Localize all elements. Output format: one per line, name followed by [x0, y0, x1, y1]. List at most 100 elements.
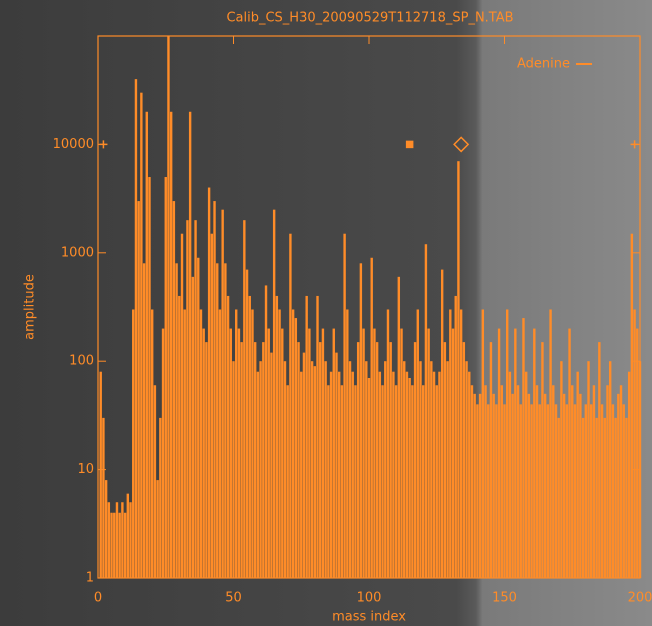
- bar: [314, 366, 316, 578]
- bar: [295, 318, 297, 578]
- bar: [566, 404, 568, 578]
- bar: [259, 361, 261, 578]
- bar: [514, 329, 516, 578]
- y-tick-label: 10000: [53, 137, 94, 152]
- bar: [517, 385, 519, 578]
- bar: [620, 385, 622, 578]
- bar: [232, 361, 234, 578]
- bar: [202, 329, 204, 578]
- x-tick-label: 200: [628, 591, 652, 606]
- bar: [349, 361, 351, 578]
- bar: [143, 263, 145, 578]
- bar: [178, 296, 180, 578]
- bar: [116, 502, 118, 578]
- bar: [352, 372, 354, 578]
- bar: [476, 404, 478, 578]
- bar: [333, 329, 335, 578]
- bar: [159, 418, 161, 578]
- bar: [541, 342, 543, 578]
- bar: [219, 309, 221, 578]
- bar: [601, 404, 603, 578]
- bar: [595, 418, 597, 578]
- bar: [186, 220, 188, 578]
- bar: [303, 353, 305, 578]
- bar: [563, 394, 565, 578]
- legend-label: Adenine: [517, 57, 570, 72]
- bar: [511, 394, 513, 578]
- bar: [357, 342, 359, 578]
- bar: [211, 234, 213, 578]
- bar: [354, 385, 356, 578]
- bar: [200, 309, 202, 578]
- bar: [316, 296, 318, 578]
- bar: [585, 404, 587, 578]
- bar: [539, 404, 541, 578]
- bar: [593, 385, 595, 578]
- bar: [606, 385, 608, 578]
- bar: [175, 263, 177, 578]
- bar: [118, 513, 120, 578]
- bar: [625, 418, 627, 578]
- bar: [636, 329, 638, 578]
- bar: [110, 513, 112, 578]
- bar: [376, 342, 378, 578]
- y-tick-label: 1: [86, 571, 94, 586]
- bar: [604, 418, 606, 578]
- bar: [614, 418, 616, 578]
- marker: [454, 137, 468, 151]
- bar: [156, 480, 158, 578]
- bar: [373, 329, 375, 578]
- bar: [254, 342, 256, 578]
- bar: [411, 385, 413, 578]
- bar: [520, 404, 522, 578]
- bar: [346, 309, 348, 578]
- bar: [173, 201, 175, 578]
- bar: [609, 361, 611, 578]
- bar: [137, 201, 139, 578]
- bar: [197, 258, 199, 578]
- bar: [268, 329, 270, 578]
- bar: [465, 361, 467, 578]
- bar: [167, 36, 169, 578]
- bar: [639, 361, 641, 578]
- y-tick-label: 100: [69, 354, 94, 369]
- bar: [417, 309, 419, 578]
- bar: [455, 296, 457, 578]
- bar: [108, 502, 110, 578]
- bar: [582, 418, 584, 578]
- bar: [544, 394, 546, 578]
- bar: [341, 385, 343, 578]
- bar: [482, 309, 484, 578]
- bar: [257, 372, 259, 578]
- bar: [501, 385, 503, 578]
- bar: [140, 93, 142, 578]
- bar: [590, 404, 592, 578]
- x-tick-label: 50: [225, 591, 242, 606]
- bar: [192, 277, 194, 578]
- bar: [558, 418, 560, 578]
- bar: [127, 494, 129, 578]
- bar: [452, 329, 454, 578]
- bar: [300, 372, 302, 578]
- bar: [327, 385, 329, 578]
- bar: [492, 394, 494, 578]
- bar: [371, 258, 373, 578]
- bar: [446, 361, 448, 578]
- bar: [571, 385, 573, 578]
- bar: [170, 112, 172, 578]
- bar: [522, 318, 524, 578]
- bar: [308, 329, 310, 578]
- bar: [360, 263, 362, 578]
- bar: [365, 361, 367, 578]
- bar: [297, 342, 299, 578]
- bar: [289, 234, 291, 578]
- bar: [552, 385, 554, 578]
- bar: [100, 372, 102, 578]
- bar: [555, 404, 557, 578]
- bar: [287, 385, 289, 578]
- bar: [381, 385, 383, 578]
- bar: [281, 329, 283, 578]
- bar: [419, 361, 421, 578]
- bar: [135, 79, 137, 578]
- bar: [270, 353, 272, 578]
